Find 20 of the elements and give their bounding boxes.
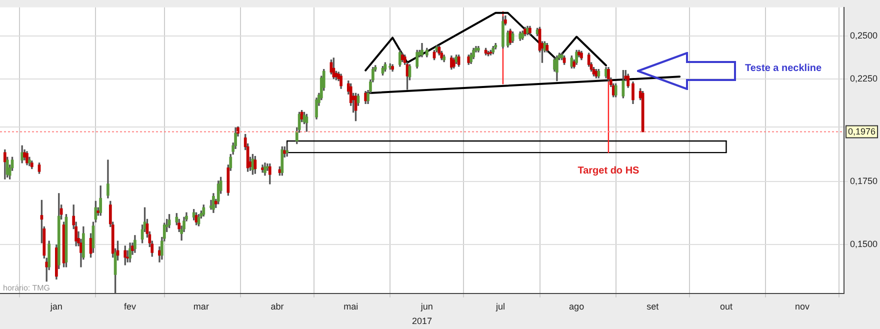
x-tick-label: mar <box>193 301 209 312</box>
y-tick-label: 0,1750 <box>850 176 878 186</box>
y-tick-label: 0,2250 <box>850 73 878 84</box>
y-tick-label: 0,1500 <box>850 238 878 249</box>
x-tick-label: abr <box>270 301 284 312</box>
x-tick-label: out <box>720 301 733 312</box>
x-axis-title: 2017 <box>412 316 432 326</box>
annotation: Target do HS <box>578 165 640 176</box>
annotation: horário: TMG <box>3 284 50 293</box>
annotation: Teste a neckline <box>745 62 822 74</box>
x-tick-label: fev <box>124 301 137 312</box>
y-tick-label: 0,2500 <box>850 30 878 40</box>
x-tick-label: ago <box>569 301 584 312</box>
x-tick-label: jan <box>49 301 62 312</box>
x-tick-label: mai <box>344 301 358 312</box>
x-tick-label: set <box>646 301 660 312</box>
x-tick-label: jun <box>420 301 433 312</box>
x-tick-label: jul <box>495 301 506 312</box>
x-tick-label: nov <box>795 301 810 312</box>
ref-line-label: 0,1976 <box>848 126 876 136</box>
